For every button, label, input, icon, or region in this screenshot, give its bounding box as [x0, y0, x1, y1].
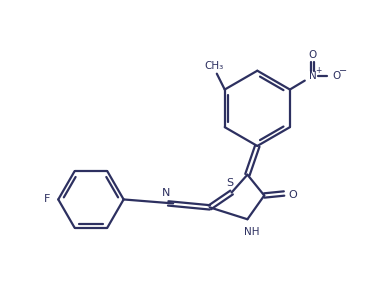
Text: N: N [162, 188, 170, 198]
Text: −: − [339, 66, 347, 76]
Text: +: + [315, 66, 322, 75]
Text: F: F [44, 194, 50, 204]
Text: CH₃: CH₃ [204, 61, 223, 71]
Text: O: O [332, 71, 341, 81]
Text: O: O [309, 50, 317, 60]
Text: O: O [289, 190, 297, 200]
Text: NH: NH [244, 227, 259, 237]
Text: S: S [226, 178, 233, 188]
Text: N: N [309, 71, 317, 81]
